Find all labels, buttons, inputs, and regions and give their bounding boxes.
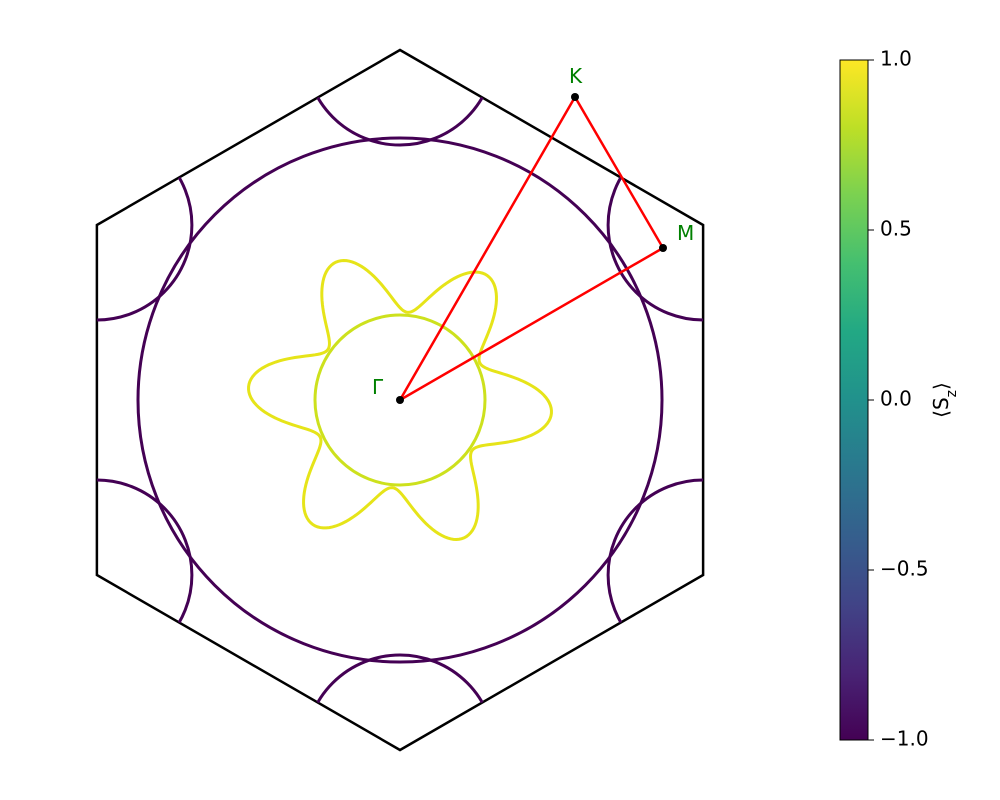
- colorbar-gradient: [840, 60, 868, 740]
- hs-point-gamma: [396, 396, 404, 404]
- hs-point-m: [659, 244, 667, 252]
- hs-label-m: M: [677, 221, 694, 245]
- hs-label-gamma: Γ: [372, 375, 384, 399]
- colorbar-label: ⟨Sz⟩: [929, 382, 960, 418]
- hs-label-k: K: [569, 64, 583, 88]
- colorbar-tick-label: 0.0: [880, 387, 912, 411]
- hs-point-k: [571, 93, 579, 101]
- colorbar-ticks: −1.0 −0.5 0.0 0.5 1.0: [868, 47, 929, 751]
- high-symmetry-points-group: Γ K M: [372, 64, 694, 404]
- colorbar-tick-label: 0.5: [880, 217, 912, 241]
- colorbar-tick-label: 1.0: [880, 47, 912, 71]
- colorbar: −1.0 −0.5 0.0 0.5 1.0 ⟨Sz⟩: [840, 47, 960, 751]
- contour-corner-pocket-4: [305, 655, 495, 800]
- colorbar-tick-label: −1.0: [880, 727, 929, 751]
- colorbar-tick-label: −0.5: [880, 557, 929, 581]
- contour-corner-pocket-1: [305, 0, 495, 145]
